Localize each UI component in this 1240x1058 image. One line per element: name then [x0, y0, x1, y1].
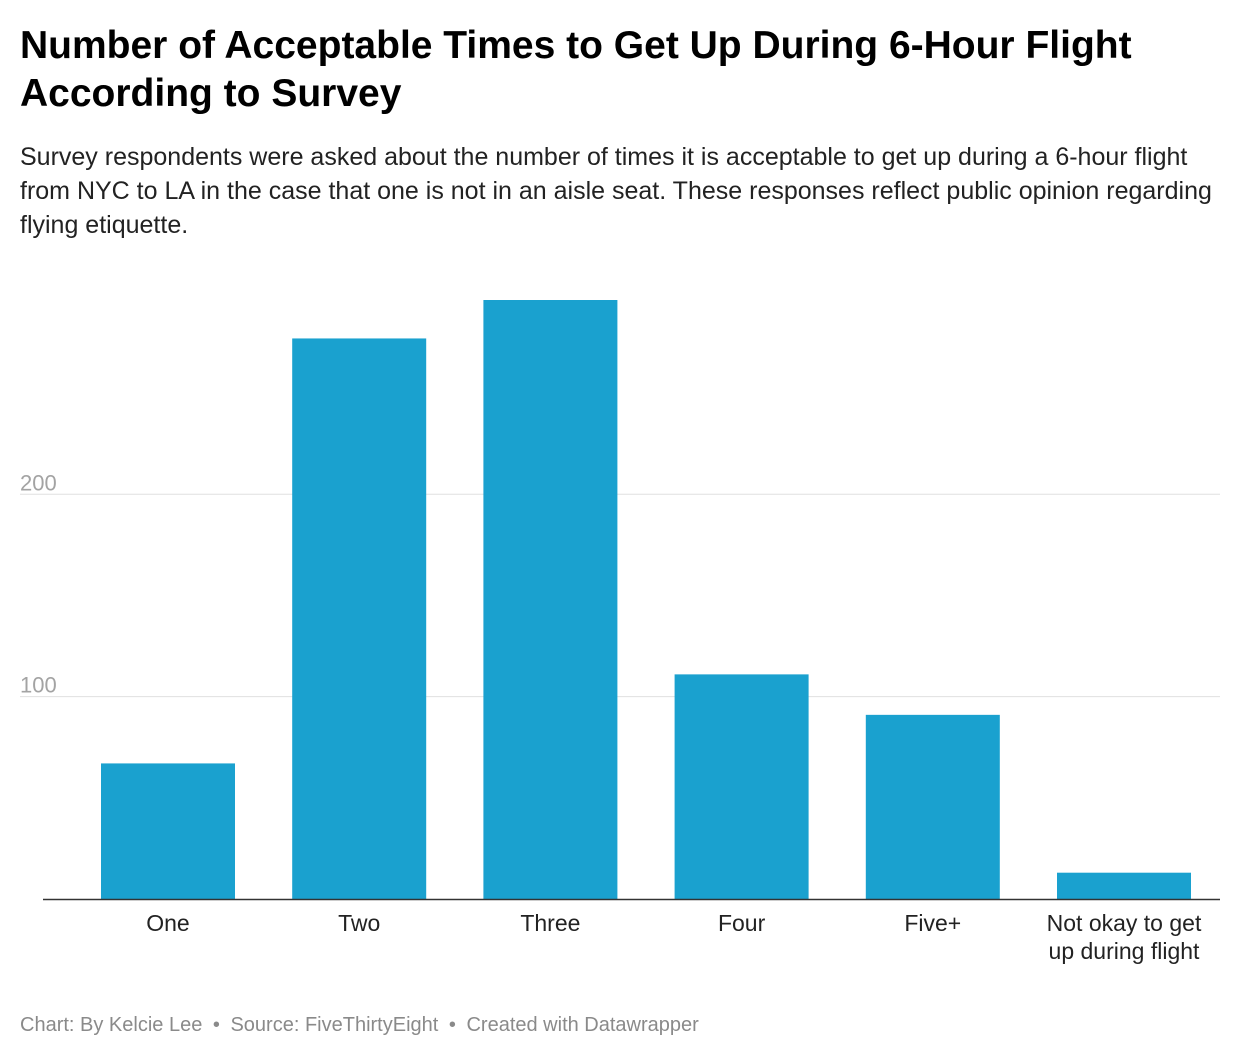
- footer-separator: •: [212, 1014, 220, 1036]
- bar-5: [1057, 872, 1191, 899]
- x-axis: One Two Three Four Five+ Not okay to get up du…: [43, 898, 1220, 964]
- x-tick-label-1: Two: [338, 910, 380, 936]
- x-tick-label-line: Three: [520, 910, 580, 936]
- y-tick-label-200: 200: [20, 470, 57, 495]
- bar-4: [865, 714, 1000, 899]
- x-tick-label-line: Two: [338, 910, 380, 936]
- x-tick-label-line: Not okay to get: [1047, 910, 1202, 936]
- bar-2: [483, 300, 618, 899]
- chart-footer: Chart: By Kelcie Lee • Source: FiveThirt…: [20, 1012, 699, 1038]
- bar-1: [292, 338, 427, 899]
- chart-subtitle: Survey respondents were asked about the …: [20, 143, 1212, 239]
- gridlines: 100 200: [20, 470, 1220, 698]
- y-tick-label-100: 100: [20, 673, 57, 698]
- footer-credit: Chart: By Kelcie Lee: [20, 1014, 203, 1036]
- bar-3: [674, 674, 809, 899]
- x-tick-label-line: Five+: [904, 910, 961, 936]
- x-tick-label-line: up during flight: [1049, 938, 1200, 964]
- bar-chart: 100 200 One Two Three Four Five+ Not okay to g…: [20, 300, 1220, 964]
- x-tick-label-3: Four: [718, 910, 766, 936]
- chart-title: Number of Acceptable Times to Get Up Dur…: [20, 24, 1132, 115]
- footer-source: Source: FiveThirtyEight: [230, 1014, 439, 1036]
- bar-0: [101, 763, 235, 899]
- x-tick-label-line: Four: [718, 910, 766, 936]
- footer-tool: Created with Datawrapper: [466, 1014, 699, 1036]
- footer-separator: •: [448, 1014, 456, 1036]
- x-tick-label-0: One: [146, 910, 189, 936]
- bars: [101, 300, 1191, 899]
- x-tick-label-line: One: [146, 910, 189, 936]
- x-tick-label-2: Three: [520, 910, 580, 936]
- x-tick-label-4: Five+: [904, 910, 961, 936]
- x-tick-label-5: Not okay to get up during flight: [1047, 910, 1202, 964]
